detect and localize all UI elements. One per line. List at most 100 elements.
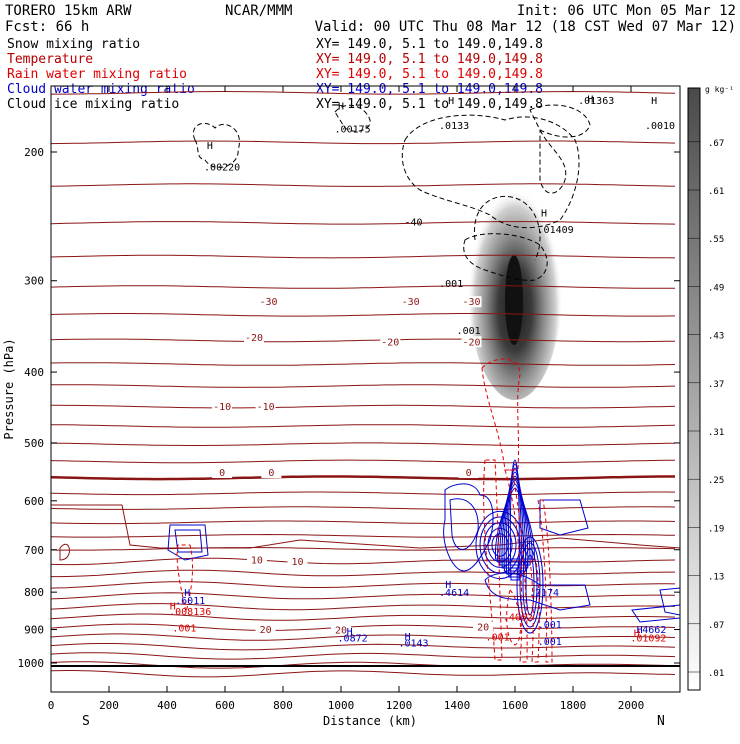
cloud-water-cell-contour: [519, 542, 541, 628]
cloud-water-label: H: [637, 625, 643, 636]
cloud-ice-label: .01409: [538, 225, 574, 236]
rain-contour: [506, 589, 521, 646]
cloud-ice-label: H: [448, 96, 454, 107]
isotherm-line: [51, 140, 676, 145]
isotherm-line: [51, 546, 676, 551]
x-tick-label: 1400: [444, 699, 471, 712]
rain-label: .008136: [169, 607, 211, 618]
cloud-water-contours: [167, 459, 680, 634]
cloud-ice-contour: [474, 195, 541, 261]
field-xy: XY= 149.0, 5.1 to 149.0,149.8: [316, 97, 543, 112]
y-tick-label: 900: [24, 624, 44, 637]
isotherm-line: [51, 520, 676, 525]
rain-label: .01092: [630, 634, 666, 645]
isotherm-line: [51, 633, 676, 641]
colorbar-tick-label: .61: [708, 187, 724, 197]
cloud-ice-contour: [334, 104, 371, 132]
cloud-water-cell-contour: [479, 516, 521, 574]
isotherm-label: -20: [381, 337, 399, 348]
field-name: Cloud ice mixing ratio: [7, 97, 179, 112]
y-tick-label: 700: [24, 544, 44, 557]
cloud-ice-label: .00220: [204, 163, 240, 174]
rain-contour: [537, 499, 553, 663]
isotherm-line: [51, 313, 676, 317]
isotherm-line: [51, 533, 676, 538]
isotherm-line: [51, 623, 676, 631]
cloud-ice-contour: [529, 104, 591, 138]
x-tick-label: 2000: [618, 699, 645, 712]
y-tick-label: 500: [24, 437, 44, 450]
isotherm-label: 0: [268, 468, 274, 479]
isotherm-line: [51, 581, 676, 589]
cloud-water-cell-contour: [483, 522, 517, 568]
isotherm-label: -30: [462, 297, 480, 308]
isotherm-line: [51, 362, 676, 366]
isotherm-label-bg: [212, 467, 233, 479]
isotherm-label-bg: [246, 554, 267, 566]
rain-label: H: [634, 629, 640, 640]
isotherm-line: [51, 491, 676, 496]
isotherm-line: [51, 475, 675, 481]
isotherm-label: -30: [259, 297, 277, 308]
field-name: Snow mixing ratio: [7, 37, 140, 52]
isotherm-label-bg: [261, 467, 282, 479]
isotherm-label-bg: [461, 296, 482, 308]
rain-contour: [504, 469, 528, 663]
x-tick-label: 1800: [560, 699, 587, 712]
cloud-water-cell-contour: [522, 548, 538, 622]
isotherm-line: [51, 221, 676, 225]
cloud-water-label: H: [445, 580, 451, 591]
cloud-water-contour: [443, 483, 494, 572]
colorbar-tick-label: .43: [708, 332, 724, 342]
cloud-water-label: .0872: [338, 634, 368, 645]
isotherm-line: [51, 504, 680, 549]
isotherm-line: [51, 603, 676, 611]
isotherm-line: [51, 459, 676, 464]
isotherm-label: 20: [477, 623, 489, 634]
cloud-water-contour: [539, 499, 589, 536]
field-list: Snow mixing ratio XY= 149.0, 5.1 to 149.0…: [7, 37, 543, 112]
isotherm-line: [51, 670, 676, 678]
isotherm-label: 0: [219, 468, 225, 479]
isotherm-line: [59, 543, 70, 561]
colorbar-unit: g kg⁻¹: [705, 85, 734, 94]
isotherm-line: [51, 254, 676, 259]
colorbar-tick-label: .25: [708, 476, 724, 486]
header-center-1: NCAR/MMM: [225, 3, 292, 19]
y-axis-label: Pressure (hPa): [2, 338, 16, 439]
cloud-ice-label: H: [587, 94, 593, 105]
cloud-ice-label: .001: [457, 326, 481, 337]
cloud-ice-label: .00175: [335, 124, 371, 135]
cloud-water-label: .001: [538, 620, 562, 631]
colorbar-tick-label: .37: [708, 380, 724, 390]
plot-frame: [50, 85, 681, 693]
x-tick-label: 400: [157, 699, 177, 712]
isotherm-line: [51, 661, 676, 669]
cloud-water-contour: [167, 524, 209, 561]
x-tick-label: 1600: [502, 699, 529, 712]
rain-contour: [176, 544, 194, 613]
isotherm-line: [51, 285, 675, 289]
cloud-ice-label: .0010: [645, 121, 675, 132]
isotherm-line: [51, 652, 676, 660]
header-right-1: Init: 06 UTC Mon 05 Mar 12: [517, 3, 736, 19]
cloud-water-cell-contour: [525, 554, 535, 616]
rain-label: .001: [172, 623, 196, 634]
cloud-water-label: .0143: [398, 639, 428, 650]
cloud-water-cell-contour: [516, 536, 544, 634]
isotherm-line: [51, 90, 676, 95]
cloud-water-cell-contour: [487, 527, 513, 563]
y-tick-label: 1000: [18, 657, 45, 670]
rain-contours: [176, 358, 553, 663]
isotherm-label: 0: [466, 468, 472, 479]
header-right-2: Valid: 00 UTC Thu 08 Mar 12 (18 CST Wed …: [315, 19, 736, 35]
isotherm-label-bg: [473, 621, 494, 633]
cloud-ice-label: -40: [404, 217, 422, 228]
cloud-ice-label: H: [541, 208, 547, 219]
field-xy: XY= 149.0, 5.1 to 149.0,149.8: [316, 52, 543, 67]
isotherm-label-bg: [331, 624, 351, 636]
isotherm-line: [51, 506, 676, 510]
